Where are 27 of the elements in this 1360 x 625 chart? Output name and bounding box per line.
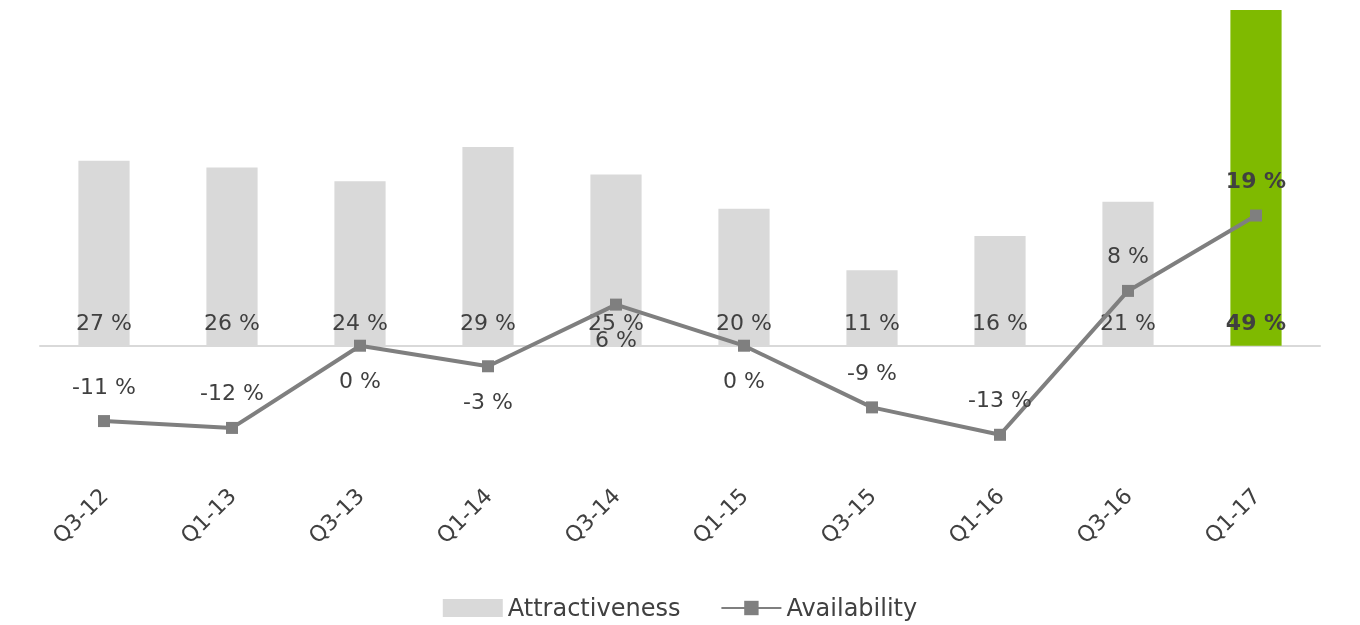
data-label: 16 % [972,310,1028,336]
data-label: -11 % [72,373,136,399]
data-label: 0 % [723,368,765,394]
data-label: 20 % [716,310,772,336]
data-label: -12 % [200,380,264,406]
data-label: 27 % [76,310,132,336]
point [1122,284,1134,297]
data-label: 24 % [332,310,388,336]
point [866,401,878,414]
data-label: -13 % [968,387,1032,413]
data-label: 29 % [460,310,516,336]
data-label: -9 % [847,359,897,385]
data-label: 0 % [339,368,381,394]
data-label: 11 % [844,310,900,336]
legend-label: Attractiveness [507,594,681,622]
point [994,428,1006,441]
data-label: -3 % [463,388,513,414]
point [738,339,750,352]
data-label: 26 % [204,310,260,336]
legend-label: Availability [786,594,918,622]
data-label: 8 % [1107,243,1149,269]
point [1250,209,1262,222]
point [98,415,110,428]
point [354,339,366,352]
point [610,298,622,311]
point [482,360,494,373]
point [226,421,238,434]
